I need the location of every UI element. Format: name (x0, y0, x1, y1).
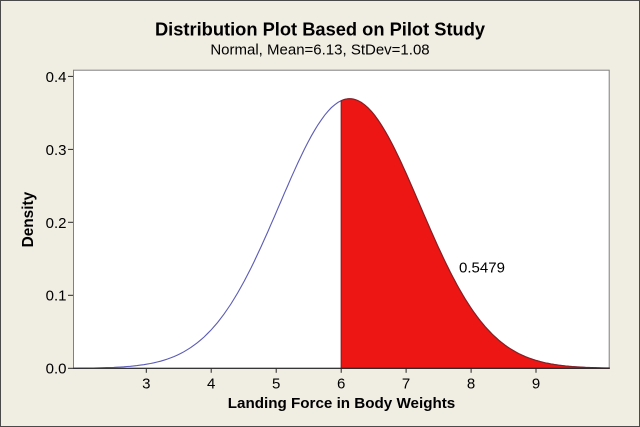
svg-text:0.4: 0.4 (46, 69, 67, 86)
svg-text:5: 5 (272, 376, 280, 393)
svg-text:0.0: 0.0 (46, 361, 67, 378)
svg-text:Normal, Mean=6.13, StDev=1.08: Normal, Mean=6.13, StDev=1.08 (210, 42, 429, 59)
svg-text:0.5479: 0.5479 (459, 259, 505, 276)
svg-text:6: 6 (337, 376, 345, 393)
svg-text:Distribution Plot Based on Pil: Distribution Plot Based on Pilot Study (155, 19, 486, 40)
svg-text:8: 8 (467, 376, 475, 393)
svg-text:0.1: 0.1 (46, 288, 67, 305)
svg-text:9: 9 (532, 376, 540, 393)
svg-text:Density: Density (20, 191, 37, 247)
svg-text:7: 7 (402, 376, 410, 393)
svg-text:Landing Force in Body Weights: Landing Force in Body Weights (228, 395, 456, 412)
svg-text:0.2: 0.2 (46, 215, 67, 232)
svg-text:3: 3 (142, 376, 150, 393)
svg-text:0.3: 0.3 (46, 142, 67, 159)
svg-text:4: 4 (207, 376, 215, 393)
